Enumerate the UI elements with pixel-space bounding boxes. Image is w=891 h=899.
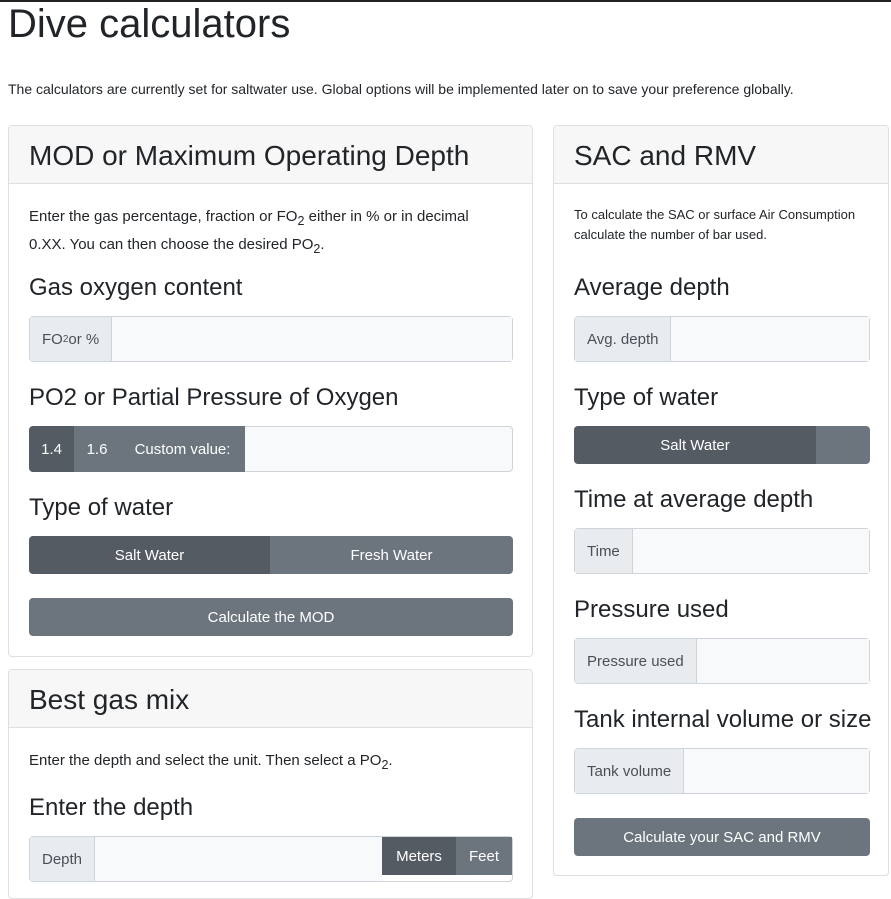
avg-depth-group: Avg. depth — [574, 316, 870, 362]
fresh-water-button[interactable]: Fresh Water — [270, 536, 513, 574]
avg-depth-input[interactable] — [671, 317, 869, 361]
best-gas-title: Best gas mix — [9, 670, 532, 728]
custom-value-button[interactable]: Custom value: — [120, 426, 245, 472]
depth-label: Enter the depth — [29, 794, 194, 821]
time-addon: Time — [575, 529, 633, 573]
salt-water-button[interactable]: Salt Water — [29, 536, 270, 574]
tank-input[interactable] — [684, 749, 869, 793]
gas-oxygen-label: Gas oxygen content — [29, 274, 243, 301]
sac-description: To calculate the SAC or surface Air Cons… — [574, 207, 856, 242]
avg-depth-addon: Avg. depth — [575, 317, 672, 361]
mod-title: MOD or Maximum Operating Depth — [9, 126, 532, 184]
po2-label: PO2 or Partial Pressure of Oxygen — [29, 384, 399, 411]
sac-title: SAC and RMV — [554, 126, 888, 184]
sac-water-type-toggle: Salt Water — [574, 426, 870, 464]
custom-po2-input[interactable] — [245, 426, 513, 472]
tank-group: Tank volume — [574, 748, 870, 794]
mod-description: Enter the gas percentage, fraction or FO… — [29, 208, 469, 256]
po2-option-1-6[interactable]: 1.6 — [74, 426, 120, 472]
best-gas-description: Enter the depth and select the unit. The… — [29, 752, 393, 772]
time-group: Time — [574, 528, 870, 574]
depth-input[interactable] — [95, 837, 382, 881]
sac-water-type-label: Type of water — [574, 384, 719, 411]
tank-label: Tank internal volume or size — [574, 706, 872, 733]
pressure-input[interactable] — [696, 639, 869, 683]
pressure-label: Pressure used — [574, 596, 729, 623]
sac-fresh-water-button[interactable] — [816, 426, 870, 464]
fo2-addon: FO 2 or % — [30, 317, 113, 361]
gas-oxygen-group: FO 2 or % — [29, 316, 513, 362]
meters-button[interactable]: Meters — [382, 837, 456, 875]
time-input[interactable] — [632, 529, 869, 573]
gas-oxygen-input[interactable] — [112, 317, 512, 361]
tank-addon: Tank volume — [575, 749, 685, 793]
pressure-addon: Pressure used — [575, 639, 697, 683]
time-label: Time at average depth — [574, 486, 814, 513]
avg-depth-label: Average depth — [574, 274, 730, 301]
po2-group: 1.4 1.6 Custom value: — [29, 426, 513, 472]
water-type-label: Type of water — [29, 494, 174, 521]
depth-addon: Depth — [30, 837, 96, 881]
po2-option-1-4[interactable]: 1.4 — [29, 426, 74, 472]
calculate-sac-button[interactable]: Calculate your SAC and RMV — [574, 818, 870, 856]
sac-card: SAC and RMV To calculate the SAC or surf… — [553, 125, 889, 876]
page-title: Dive calculators — [8, 2, 291, 46]
mod-card: MOD or Maximum Operating Depth Enter the… — [8, 125, 533, 657]
depth-group: Depth Meters Feet — [29, 836, 513, 882]
intro-text: The calculators are currently set for sa… — [8, 81, 794, 97]
calculate-mod-button[interactable]: Calculate the MOD — [29, 598, 513, 636]
feet-button[interactable]: Feet — [456, 837, 512, 875]
best-gas-card: Best gas mix Enter the depth and select … — [8, 669, 533, 899]
pressure-group: Pressure used — [574, 638, 870, 684]
water-type-toggle: Salt Water Fresh Water — [29, 536, 513, 574]
sac-salt-water-button[interactable]: Salt Water — [574, 426, 816, 464]
